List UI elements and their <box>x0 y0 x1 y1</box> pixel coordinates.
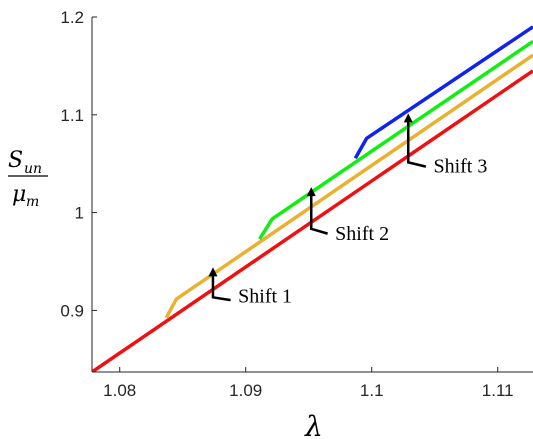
series-line-2 <box>164 53 533 319</box>
shift-2-leader-line <box>309 222 328 235</box>
shift-1-label: Shift 1 <box>238 286 292 308</box>
series-layer <box>92 25 533 372</box>
tick-labels: 1.08 1.09 1.1 1.11 0.9 1 1.1 1.2 <box>60 8 513 400</box>
y-tick-label: 0.9 <box>60 301 84 320</box>
shift-2-label: Shift 2 <box>335 223 389 245</box>
series-line-1 <box>92 69 533 372</box>
x-axis-label: λ <box>304 410 323 439</box>
y-label-denominator-subscript: m <box>26 194 39 210</box>
y-tick-label: 1.2 <box>60 8 84 27</box>
series-line-4 <box>353 25 533 160</box>
shift-3-label: Shift 3 <box>433 155 487 177</box>
y-axis-label: S un μ m <box>8 148 48 210</box>
y-tick-label: 1.1 <box>60 106 84 125</box>
y-tick-label: 1 <box>75 204 84 223</box>
y-label-numerator: S <box>8 148 23 173</box>
series-line-3 <box>258 39 533 240</box>
shift-2-arrowhead <box>306 187 316 197</box>
y-label-denominator: μ <box>12 182 26 207</box>
x-tick-label: 1.11 <box>482 381 514 400</box>
shift-3-leader-line <box>407 156 427 168</box>
shift-1-leader-line <box>211 291 231 302</box>
x-tick-label: 1.1 <box>360 381 384 400</box>
y-label-numerator-subscript: un <box>24 161 42 177</box>
x-tick-label: 1.08 <box>103 381 136 400</box>
annotation-layer: Shift 1 Shift 2 Shift 3 <box>208 113 487 308</box>
shift-3-arrowhead <box>403 113 413 123</box>
shift-1-arrowhead <box>208 267 218 277</box>
axes <box>91 16 533 373</box>
x-tick-label: 1.09 <box>229 381 262 400</box>
